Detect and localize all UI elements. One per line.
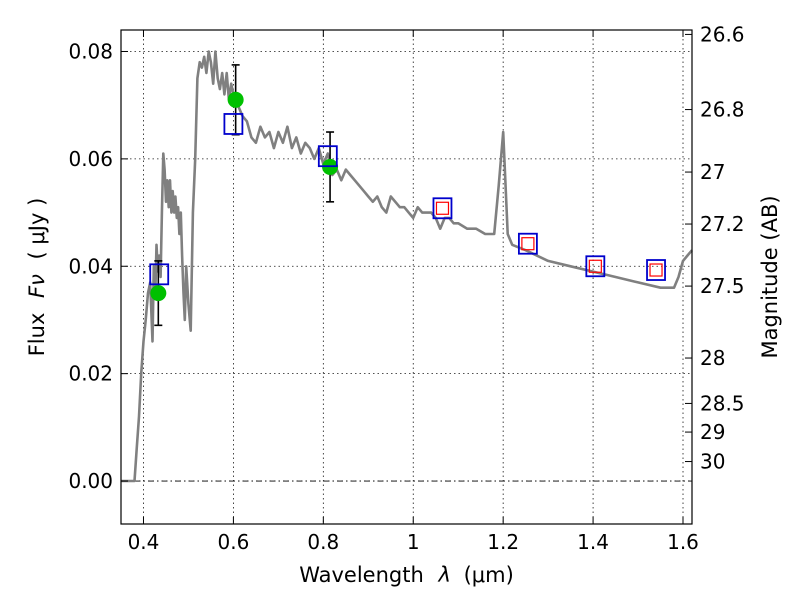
mag-tick-label: 28.5: [700, 391, 745, 415]
y-axis-label-symbol: Fν: [25, 274, 49, 298]
y-tick-label: 0.00: [68, 469, 113, 493]
y-tick-label: 0.04: [68, 254, 113, 278]
y-tick-label: 0.08: [68, 39, 113, 63]
model-box: [223, 113, 244, 135]
mag-tick-label: 26.8: [700, 98, 745, 122]
mag-tick-label: 29: [700, 420, 725, 444]
mag-tick-label: 27: [700, 160, 725, 184]
y-tick-label: 0.06: [68, 147, 113, 171]
tick-layer: 0.4 0.6 0.8 1 1.2 1.4 1.6 0.00 0.02 0.04 0.06 0.08 2…: [68, 22, 744, 554]
y-axis-label-unit: ( μJy ): [25, 198, 49, 260]
model-box: [432, 197, 453, 220]
y-axis-label: Flux Fν ( μJy ): [25, 198, 49, 357]
y-axis-label-text: Flux: [25, 313, 49, 357]
x-tick-label: 1.4: [577, 530, 609, 554]
model-box-inner: [521, 237, 535, 251]
model-box: [517, 232, 538, 255]
model-box: [149, 263, 170, 286]
x-axis-label-unit: (μm): [464, 563, 514, 587]
x-tick-label: 0.4: [128, 530, 160, 554]
y-tick-label: 0.02: [68, 362, 113, 386]
x-tick-label: 0.8: [307, 530, 339, 554]
model-box: [646, 259, 666, 281]
x-tick-label: 1.2: [487, 530, 519, 554]
right-axis-label: Magnitude (AB): [758, 195, 782, 358]
mag-tick-label: 30: [700, 450, 725, 474]
model-box: [317, 145, 338, 168]
model-box: [585, 255, 606, 278]
x-tick-label: 1.6: [667, 530, 699, 554]
mag-tick-label: 27.2: [700, 212, 745, 236]
observed-points-layer: [150, 91, 339, 302]
mag-tick-label: 28: [700, 346, 725, 370]
x-axis-label-text: Wavelength: [299, 563, 424, 587]
x-axis-label-symbol: λ: [437, 563, 450, 587]
model-boxes-layer: [149, 113, 666, 286]
mag-tick-label: 27.5: [700, 274, 745, 298]
x-tick-label: 1: [407, 530, 420, 554]
observed-point: [227, 91, 244, 108]
model-box-inner: [588, 259, 602, 273]
x-axis-label: Wavelength λ (μm): [299, 563, 514, 587]
sed-curve: [121, 50, 693, 483]
model-box-inner: [649, 263, 663, 277]
observed-point: [150, 285, 167, 302]
grid: [121, 30, 692, 524]
errorbar-layer: [154, 64, 335, 327]
sed-curve-layer: [121, 50, 693, 483]
model-box-inner: [435, 201, 450, 215]
plot-frame: [120, 29, 693, 525]
x-tick-label: 0.6: [217, 530, 249, 554]
mag-tick-label: 26.6: [700, 22, 745, 46]
